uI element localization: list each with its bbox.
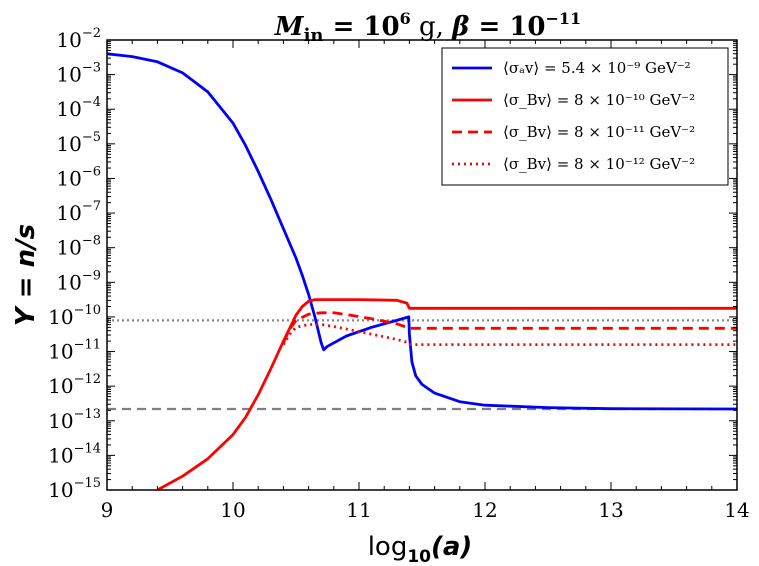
plot-frame: [106, 39, 738, 491]
y-tick-label: 10−3: [56, 61, 101, 87]
x-tick-label: 9: [101, 498, 114, 522]
y-tick-label: 10−5: [56, 130, 101, 156]
y-tick-label: 10−15: [48, 476, 101, 502]
series-line-3: [282, 323, 737, 347]
y-tick-label: 10−7: [56, 199, 101, 225]
x-tick-label: 13: [598, 498, 623, 522]
y-tick-label: 10−11: [48, 338, 101, 364]
legend-label-0: ⟨σₐv⟩ = 5.4 × 10⁻⁹ GeV⁻²: [503, 59, 691, 77]
series-line-2: [282, 311, 737, 344]
x-tick-label: 10: [220, 498, 245, 522]
y-tick-label: 10−4: [56, 95, 101, 121]
reference-lines: [107, 319, 737, 411]
legend-label-2: ⟨σ_Bv⟩ = 8 × 10⁻¹¹ GeV⁻²: [503, 123, 695, 141]
y-tick-label: 10−12: [48, 372, 101, 398]
y-tick-label: 10−9: [56, 268, 101, 294]
x-tick-label: 12: [472, 498, 497, 522]
y-axis-label: Y = n/s: [11, 224, 41, 326]
y-tick-label: 10−14: [48, 441, 101, 467]
tick-labels: 9 10 11 12 13 14 10−2 10−3 10−4 10−5 10−6 10−7 10−8 1…: [48, 26, 750, 522]
legend-label-3: ⟨σ_Bv⟩ = 8 × 10⁻¹² GeV⁻²: [503, 155, 695, 173]
legend-label-1: ⟨σ_Bv⟩ = 8 × 10⁻¹⁰ GeV⁻²: [503, 91, 695, 109]
x-tick-label: 11: [346, 498, 371, 522]
legend-box: [441, 47, 729, 186]
x-tick-label: 14: [724, 498, 749, 522]
y-tick-label: 10−2: [56, 26, 101, 52]
y-tick-label: 10−13: [48, 407, 101, 433]
series-lines: [107, 52, 737, 490]
legend: ⟨σₐv⟩ = 5.4 × 10⁻⁹ GeV⁻² ⟨σ_Bv⟩ = 8 × 10⁻…: [441, 47, 729, 186]
y-tick-label: 10−6: [56, 164, 101, 190]
x-axis-label: log10(a): [368, 532, 473, 566]
y-tick-label: 10−8: [56, 234, 101, 260]
series-line-0: [107, 52, 737, 411]
chart-title: Min = 106 g, β = 10−11: [274, 9, 581, 46]
y-tick-label: 10−10: [48, 303, 101, 329]
series-line-1: [156, 298, 737, 490]
